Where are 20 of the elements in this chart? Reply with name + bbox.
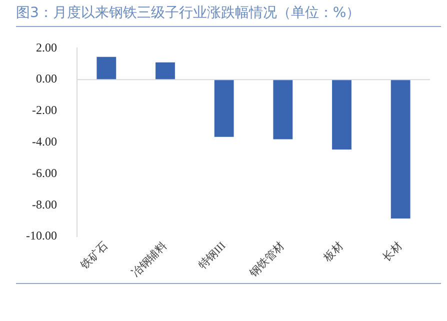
y-tick-label: -6.00 <box>32 166 57 180</box>
y-tick-label: -8.00 <box>32 197 57 212</box>
bar <box>156 62 175 80</box>
x-tick-label: 冶钢辅料 <box>129 239 170 280</box>
x-tick-label: 钢铁管材 <box>246 239 288 280</box>
x-tick-label: 板材 <box>320 239 346 265</box>
y-tick-label: 0.00 <box>36 72 57 86</box>
bar <box>96 56 116 80</box>
chart-title: 图3：月度以来钢铁三级子行业涨跌幅情况（单位：%） <box>15 4 362 23</box>
x-tick-label: 长材 <box>380 239 405 264</box>
bar <box>390 80 410 219</box>
y-tick-label: 2.00 <box>36 40 57 54</box>
y-tick-label: -4.00 <box>32 134 57 149</box>
bar <box>214 80 234 137</box>
bar <box>273 80 293 140</box>
x-tick-label: 特钢III <box>196 240 228 272</box>
bar <box>332 80 352 150</box>
y-tick-label: -10.00 <box>26 228 57 243</box>
y-tick-label: -2.00 <box>32 103 57 118</box>
x-tick-label: 铁矿石 <box>77 239 111 272</box>
